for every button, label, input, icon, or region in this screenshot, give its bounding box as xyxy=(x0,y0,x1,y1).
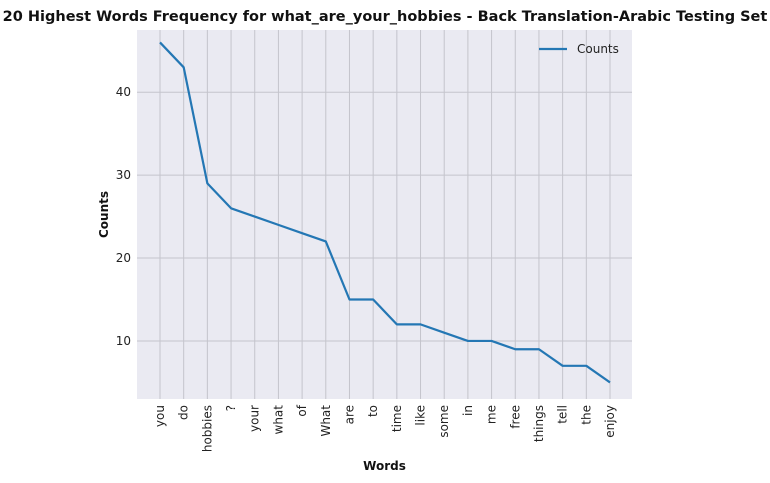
x-tick-label: enjoy xyxy=(603,405,617,438)
x-tick-label: tell xyxy=(556,405,570,424)
chart-title: 20 Highest Words Frequency for what_are_… xyxy=(3,9,768,25)
x-tick-label: free xyxy=(508,405,522,429)
x-tick-label: in xyxy=(461,405,475,416)
x-tick-label: ? xyxy=(224,405,238,411)
x-tick-label: do xyxy=(177,405,191,420)
x-tick-label: what xyxy=(271,405,285,435)
x-tick-label: What xyxy=(319,405,333,437)
legend-label-counts: Counts xyxy=(577,42,619,56)
y-tick-label: 30 xyxy=(116,168,131,182)
y-tick-label: 10 xyxy=(116,334,131,348)
x-tick-label: your xyxy=(248,405,262,432)
x-tick-label: some xyxy=(437,405,451,438)
plot-area xyxy=(137,30,632,399)
y-tick-label: 40 xyxy=(116,85,131,99)
x-tick-label: me xyxy=(485,405,499,424)
x-tick-label: hobbies xyxy=(200,405,214,452)
x-tick-label: are xyxy=(342,405,356,424)
y-tick-label: 20 xyxy=(116,251,131,265)
x-tick-label: of xyxy=(295,404,309,416)
x-tick-label: to xyxy=(366,405,380,417)
legend: Counts xyxy=(539,42,619,56)
x-tick-label: the xyxy=(579,405,593,425)
x-tick-label: time xyxy=(390,405,404,432)
grid-lines xyxy=(137,30,632,399)
y-axis-ticks: 10 20 30 40 xyxy=(116,85,131,348)
x-axis-label: Words xyxy=(363,459,406,473)
x-tick-label: things xyxy=(532,405,546,442)
series-line-counts xyxy=(159,41,611,384)
x-tick-label: you xyxy=(153,405,167,427)
x-axis-ticks: you do hobbies? your what of What are to time like… xyxy=(153,404,617,452)
x-tick-label: like xyxy=(414,405,428,426)
y-axis-label: Counts xyxy=(97,191,111,238)
